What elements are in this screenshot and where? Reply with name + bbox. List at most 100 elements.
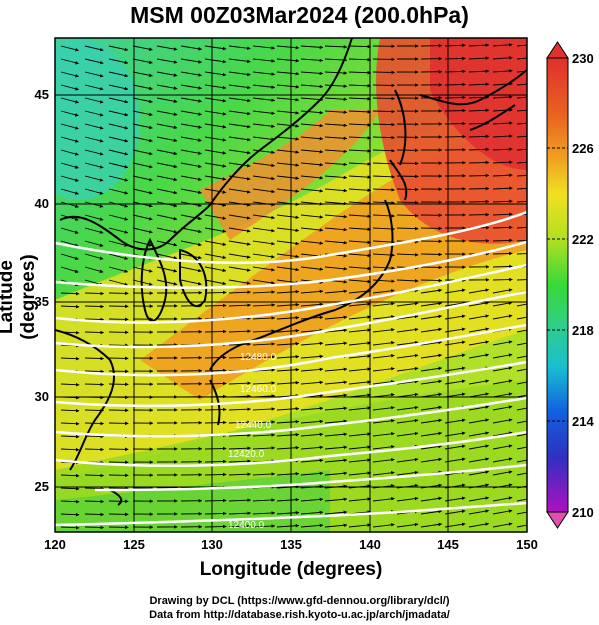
wind-arrow [132, 240, 153, 247]
wind-arrow [348, 289, 372, 294]
wind-arrow [468, 288, 490, 294]
wind-arrow [252, 524, 276, 528]
wind-arrow [468, 327, 490, 333]
y-tick-labels: 25 30 35 40 45 [35, 87, 49, 494]
wind-arrow [300, 266, 324, 271]
wind-arrow [300, 315, 324, 320]
wind-arrow [252, 58, 276, 63]
wind-arrow [372, 109, 395, 114]
wind-arrow [396, 200, 419, 205]
wind-arrow [468, 379, 490, 385]
contour-label: 12400.0 [228, 520, 265, 531]
wind-arrow [348, 354, 372, 359]
wind-arrow [252, 45, 276, 50]
wind-arrow [372, 148, 395, 153]
wind-arrow [468, 392, 490, 398]
wind-arrow [132, 45, 153, 51]
wind-arrow [252, 266, 275, 272]
wind-arrow [84, 525, 105, 530]
wind-arrow [60, 499, 80, 504]
wind-arrow [348, 497, 372, 502]
wind-arrow [420, 327, 443, 333]
wind-arrow [276, 523, 300, 528]
wind-arrow [492, 314, 513, 320]
wind-arrow [492, 301, 513, 307]
wind-arrow [396, 522, 419, 528]
wind-arrow [348, 240, 372, 245]
wind-arrow [468, 121, 490, 126]
wind-arrow [156, 162, 178, 169]
wind-arrow [468, 431, 490, 437]
wind-arrow [108, 188, 129, 195]
wind-arrow [228, 381, 251, 386]
wind-arrow [276, 227, 300, 233]
wind-arrow [492, 509, 513, 515]
wind-arrow [468, 173, 490, 178]
wind-arrow [228, 266, 251, 272]
wind-arrow [60, 110, 79, 117]
wind-arrow [468, 314, 490, 320]
wind-arrow [276, 149, 300, 154]
wind-arrow [180, 58, 202, 64]
wind-arrow [60, 188, 79, 195]
wind-arrow [396, 431, 419, 437]
wind-arrow [492, 392, 513, 398]
wind-arrow [372, 279, 395, 283]
wind-arrow [468, 147, 490, 152]
wind-arrow [324, 45, 348, 49]
wind-arrow [300, 471, 324, 476]
wind-arrow [348, 110, 372, 114]
wind-arrow [468, 444, 490, 450]
wind-arrow [276, 71, 300, 76]
wind-arrow [252, 511, 276, 515]
wind-arrow [84, 253, 104, 260]
wind-arrow [180, 136, 202, 142]
wind-arrow [300, 380, 324, 385]
wind-arrow [492, 353, 513, 359]
wind-arrow [492, 147, 513, 151]
wind-arrow [468, 43, 490, 47]
wind-arrow [252, 381, 276, 385]
wind-arrow [420, 444, 443, 450]
wind-arrow [204, 214, 227, 220]
wind-arrow [228, 446, 251, 451]
wind-arrow [420, 301, 443, 307]
wind-arrow [60, 434, 80, 439]
wind-arrow [492, 199, 513, 204]
wind-arrow [420, 314, 443, 320]
wind-arrow [276, 471, 300, 476]
wind-arrow [60, 473, 80, 478]
wind-arrow [420, 379, 443, 385]
wind-arrow [228, 45, 251, 50]
wind-arrow [228, 71, 251, 77]
wind-arrow [156, 214, 178, 221]
wind-arrow [348, 214, 372, 219]
wind-arrow [468, 405, 490, 411]
wind-arrow [228, 355, 251, 360]
wind-arrow [84, 512, 105, 517]
wind-arrow [324, 510, 348, 515]
wind-arrow [252, 175, 275, 181]
wind-arrow [132, 84, 153, 91]
wind-arrow [228, 279, 251, 285]
wind-arrow [204, 97, 227, 103]
wind-arrow [276, 253, 300, 259]
wind-arrow [372, 188, 395, 192]
wind-arrow [252, 498, 276, 502]
wind-arrow [492, 95, 513, 99]
wind-arrow [228, 407, 251, 412]
wind-arrow [276, 110, 300, 115]
wind-arrow [60, 162, 79, 169]
wind-arrow [204, 407, 227, 412]
wind-arrow [204, 355, 227, 360]
wind-arrow [84, 356, 105, 361]
wind-arrow [348, 380, 372, 385]
wind-arrow [228, 498, 251, 503]
wind-arrow [324, 380, 348, 385]
wind-arrow [324, 84, 348, 88]
wind-arrow [396, 187, 419, 192]
wind-arrow [276, 136, 300, 141]
wind-arrow [204, 472, 227, 477]
wind-arrow [468, 470, 490, 476]
wind-arrow [180, 97, 202, 103]
